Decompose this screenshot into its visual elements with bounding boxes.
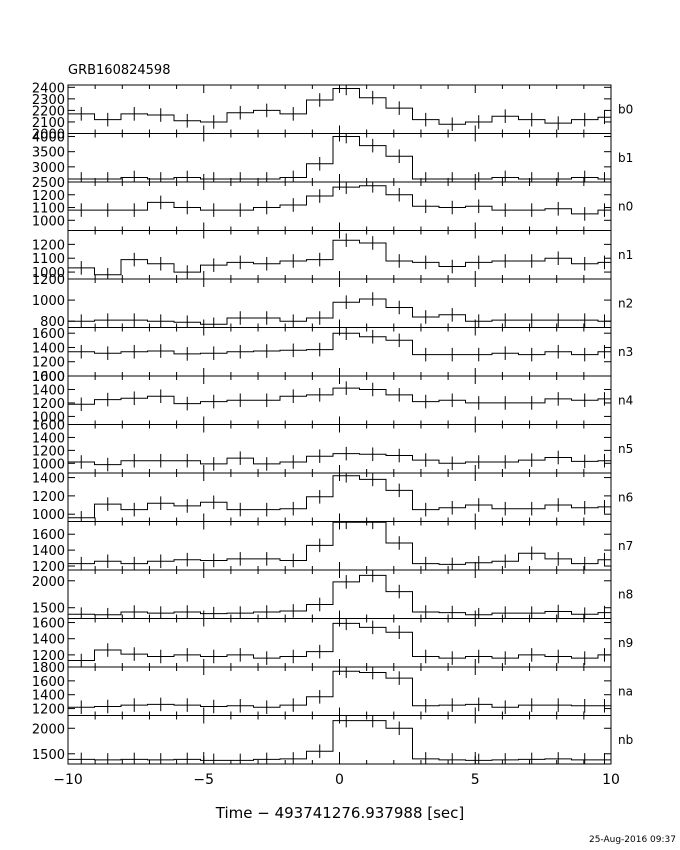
y-tick-label: 2000 — [32, 722, 65, 737]
panel-nb: 1500 2000 nb — [32, 715, 633, 765]
series-n4-line — [68, 387, 611, 405]
y-tick-label: 1200 — [32, 444, 65, 459]
y-tick-label: 1500 — [32, 748, 65, 763]
timestamp: 25-Aug-2016 09:37 — [589, 835, 676, 845]
y-tick-label: 800 — [40, 315, 65, 330]
panel-label: n2 — [618, 296, 633, 310]
panel-label: b0 — [618, 102, 633, 116]
panel-label: n8 — [618, 587, 633, 601]
series-nb-line — [68, 720, 611, 761]
series-n6-line — [68, 475, 611, 519]
y-tick-label: 1400 — [32, 383, 65, 398]
panel-label: n6 — [618, 490, 633, 504]
y-tick-label: 1000 — [32, 370, 65, 385]
panel-label: n7 — [618, 539, 633, 553]
y-tick-label: 2300 — [32, 93, 65, 108]
y-tick-label: 1200 — [32, 189, 65, 204]
y-tick-label: 1200 — [32, 490, 65, 505]
panel-label: nb — [618, 733, 633, 747]
panel-label: n5 — [618, 442, 633, 456]
y-tick-label: 1500 — [32, 602, 65, 617]
y-tick-label: 1100 — [32, 202, 65, 217]
y-tick-label: 1400 — [32, 633, 65, 648]
y-tick-label: 1000 — [32, 508, 65, 523]
y-tick-label: 2100 — [32, 116, 65, 131]
x-tick-label: −10 — [53, 772, 83, 788]
series-n9-line — [68, 622, 611, 661]
panel-label: na — [618, 684, 633, 698]
panel-n8: 1500 2000 n8 — [32, 569, 633, 619]
y-tick-label: 1600 — [32, 617, 65, 632]
series-n2-line — [68, 298, 611, 325]
y-tick-label: 1000 — [32, 266, 65, 281]
series-n3-line — [68, 332, 611, 356]
y-tick-label: 2200 — [32, 104, 65, 119]
x-tick-label: 0 — [335, 772, 344, 788]
panel-stack: 20002100220023002400b02500300035004000b1… — [32, 81, 633, 765]
y-tick-label: 1400 — [32, 341, 65, 356]
x-axis-label: Time − 493741276.937988 [sec] — [215, 804, 465, 822]
y-tick-label: 1200 — [32, 356, 65, 371]
y-tick-label: 1400 — [32, 544, 65, 559]
y-tick-label: 1400 — [32, 689, 65, 704]
y-tick-label: 1200 — [32, 238, 65, 253]
x-axis: −10 −5 0 5 10 — [53, 752, 620, 788]
y-tick-label: 1600 — [32, 528, 65, 543]
panel-n6: 1000 1200 1400 n6 — [32, 472, 633, 524]
series-b0-line — [68, 88, 611, 125]
series-n1-line — [68, 239, 611, 276]
x-tick-label: 5 — [471, 772, 480, 788]
y-tick-label: 1400 — [32, 431, 65, 446]
panel-label: n1 — [618, 248, 633, 262]
y-tick-label: 1000 — [32, 294, 65, 309]
panel-label: n0 — [618, 199, 633, 213]
y-tick-label: 3000 — [32, 161, 65, 176]
series-b1-line — [68, 136, 611, 180]
y-tick-label: 1200 — [32, 703, 65, 718]
y-tick-label: 2400 — [32, 81, 65, 96]
y-tick-label: 2000 — [32, 128, 65, 143]
y-tick-label: 1000 — [32, 457, 65, 472]
x-tick-label: 10 — [602, 772, 620, 788]
y-tick-label: 1600 — [32, 327, 65, 342]
panel-label: n4 — [618, 393, 633, 407]
y-tick-label: 1800 — [32, 661, 65, 676]
y-tick-label: 1200 — [32, 560, 65, 575]
y-tick-label: 1200 — [32, 649, 65, 664]
x-tick-label: −5 — [193, 772, 214, 788]
y-tick-label: 2500 — [32, 176, 65, 191]
panel-n2: 800 1000 1200 n2 — [32, 273, 633, 330]
y-tick-label: 1000 — [32, 214, 65, 229]
y-tick-label: 1100 — [32, 252, 65, 267]
y-tick-label: 1400 — [32, 472, 65, 487]
y-tick-label: 2000 — [32, 575, 65, 590]
y-tick-label: 4000 — [32, 131, 65, 146]
series-na-line — [68, 670, 611, 708]
y-tick-label: 3500 — [32, 146, 65, 161]
chart-title: GRB160824598 — [68, 63, 170, 78]
series-n8-line — [68, 574, 611, 616]
y-tick-label: 1200 — [32, 273, 65, 288]
series-n0-line — [68, 185, 611, 215]
panel-label: n3 — [618, 345, 633, 359]
panel-label: n9 — [618, 636, 633, 650]
series-n5-line — [68, 453, 611, 466]
y-tick-label: 1200 — [32, 397, 65, 412]
y-tick-label: 1600 — [32, 419, 65, 434]
y-tick-label: 1000 — [32, 410, 65, 425]
panel-label: b1 — [618, 151, 633, 165]
y-tick-label: 1600 — [32, 675, 65, 690]
y-tick-label: 1600 — [32, 370, 65, 385]
